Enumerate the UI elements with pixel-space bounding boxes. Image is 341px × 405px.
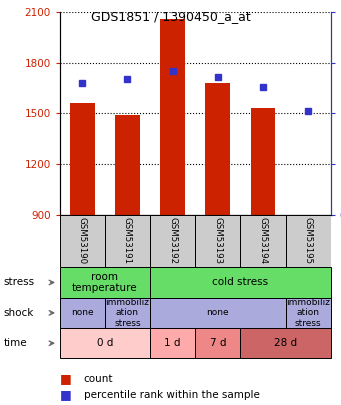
Bar bbox=[150, 298, 285, 328]
Text: none: none bbox=[207, 308, 229, 318]
Bar bbox=[195, 328, 240, 358]
Text: GSM53190: GSM53190 bbox=[78, 217, 87, 264]
Bar bbox=[150, 328, 195, 358]
Text: GDS1851 / 1390450_a_at: GDS1851 / 1390450_a_at bbox=[91, 10, 250, 23]
Text: percentile rank within the sample: percentile rank within the sample bbox=[84, 390, 260, 400]
Text: GSM53192: GSM53192 bbox=[168, 217, 177, 264]
Text: cold stress: cold stress bbox=[212, 277, 268, 288]
Text: room
temperature: room temperature bbox=[72, 272, 138, 293]
Text: stress: stress bbox=[3, 277, 34, 288]
Bar bbox=[195, 215, 240, 267]
Text: immobiliz
ation
stress: immobiliz ation stress bbox=[286, 298, 330, 328]
Bar bbox=[240, 328, 331, 358]
Bar bbox=[105, 298, 150, 328]
Bar bbox=[285, 298, 331, 328]
Text: 7 d: 7 d bbox=[210, 338, 226, 348]
Text: count: count bbox=[84, 374, 113, 384]
Text: ■: ■ bbox=[60, 372, 71, 385]
Text: GSM53191: GSM53191 bbox=[123, 217, 132, 264]
Bar bbox=[70, 103, 95, 215]
Text: shock: shock bbox=[3, 308, 34, 318]
Text: 28 d: 28 d bbox=[274, 338, 297, 348]
Text: ■: ■ bbox=[60, 388, 71, 401]
Bar bbox=[285, 215, 331, 267]
Bar bbox=[150, 215, 195, 267]
Bar bbox=[251, 109, 276, 215]
Bar bbox=[205, 83, 230, 215]
Text: 1 d: 1 d bbox=[164, 338, 181, 348]
Text: GSM53194: GSM53194 bbox=[258, 217, 267, 264]
Bar bbox=[150, 267, 331, 298]
Text: 0 d: 0 d bbox=[97, 338, 113, 348]
Text: immobiliz
ation
stress: immobiliz ation stress bbox=[105, 298, 149, 328]
Text: GSM53195: GSM53195 bbox=[304, 217, 313, 264]
Text: none: none bbox=[71, 308, 93, 318]
Bar bbox=[240, 215, 285, 267]
Bar bbox=[160, 19, 185, 215]
Bar bbox=[60, 298, 105, 328]
Bar bbox=[60, 267, 150, 298]
Text: GSM53193: GSM53193 bbox=[213, 217, 222, 264]
Bar bbox=[115, 115, 140, 215]
Bar bbox=[60, 328, 150, 358]
Bar bbox=[105, 215, 150, 267]
Bar bbox=[60, 215, 105, 267]
Text: time: time bbox=[3, 338, 27, 348]
